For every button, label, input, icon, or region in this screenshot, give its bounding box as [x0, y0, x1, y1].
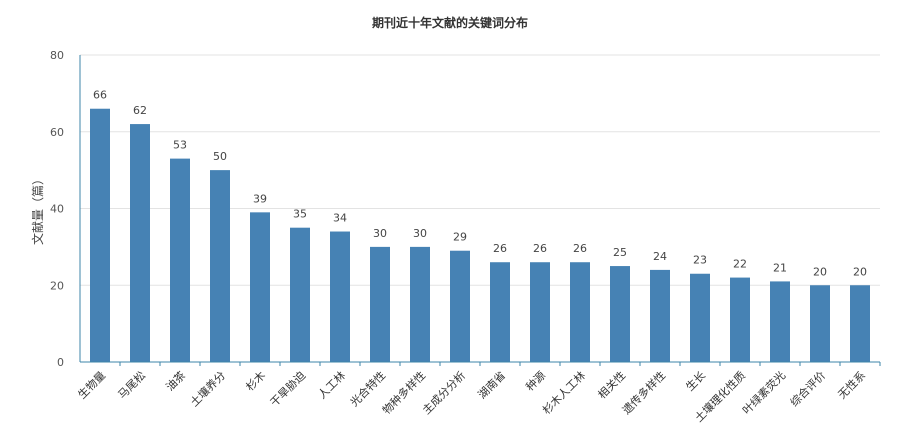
data-label: 39 [253, 192, 267, 205]
gridlines [80, 54, 880, 286]
y-tick-label: 80 [50, 49, 64, 62]
data-label: 21 [773, 261, 787, 274]
data-label: 26 [573, 242, 587, 255]
bar [850, 285, 870, 362]
bar [490, 262, 510, 362]
data-label: 50 [213, 150, 227, 163]
x-tick-label: 遗传多样性 [619, 368, 668, 417]
x-tick-label: 主成分分析 [419, 368, 468, 417]
data-label: 35 [293, 208, 307, 221]
x-tick-label: 种源 [523, 368, 548, 393]
bar [690, 273, 710, 362]
x-tick-label: 无性系 [835, 368, 868, 401]
x-tick-label: 人工林 [315, 368, 348, 401]
x-tick-label: 土壤养分 [187, 368, 228, 409]
x-tick-label: 油茶 [163, 368, 188, 393]
x-tick-label: 杉木人工林 [539, 368, 588, 417]
data-label: 22 [733, 258, 747, 271]
x-tick-label: 马尾松 [115, 368, 148, 401]
y-axis-ticks: 0 20 40 60 80 [50, 49, 64, 369]
data-label: 29 [453, 231, 467, 244]
bar [810, 285, 830, 362]
data-label: 20 [813, 265, 827, 278]
data-label: 25 [613, 246, 627, 259]
data-label: 23 [693, 254, 707, 267]
data-label: 34 [333, 212, 347, 225]
data-label: 20 [853, 265, 867, 278]
axes [79, 55, 881, 366]
y-tick-label: 40 [50, 203, 64, 216]
bar [370, 246, 390, 362]
data-label: 30 [373, 227, 387, 240]
bar [210, 170, 230, 362]
x-tick-label: 湖南省 [476, 369, 509, 402]
y-tick-label: 60 [50, 126, 64, 139]
bar [570, 262, 590, 362]
x-tick-label: 杉木 [243, 368, 268, 393]
y-tick-label: 0 [57, 356, 64, 369]
data-label: 26 [493, 242, 507, 255]
bar [770, 281, 790, 362]
bar [730, 277, 750, 362]
bar [90, 108, 110, 362]
bar [290, 227, 310, 362]
data-label: 62 [133, 104, 147, 117]
data-label: 53 [173, 139, 187, 152]
chart-title: 期刊近十年文献的关键词分布 [372, 15, 528, 30]
data-labels: 66 62 53 50 39 35 34 30 30 29 26 26 26 25 24 23 22 21 20 20 [93, 89, 867, 279]
bar [330, 231, 350, 362]
data-label: 30 [413, 227, 427, 240]
bar [410, 246, 430, 362]
y-axis-label: 文献量（篇） [30, 173, 45, 245]
bars [90, 108, 870, 362]
bar [450, 250, 470, 362]
bar [130, 124, 150, 362]
x-tick-label: 综合评价 [787, 368, 828, 409]
x-tick-label: 光合特性 [347, 368, 388, 409]
bar [170, 158, 190, 362]
data-label: 24 [653, 250, 667, 263]
bar [530, 262, 550, 362]
x-tick-label: 相关性 [595, 368, 628, 401]
bar [610, 266, 630, 362]
x-tick-label: 生物量 [75, 368, 108, 401]
data-label: 26 [533, 242, 547, 255]
y-tick-label: 20 [50, 279, 64, 292]
data-label: 66 [93, 89, 107, 102]
x-tick-label: 干旱胁迫 [267, 368, 308, 409]
bar [650, 269, 670, 362]
x-tick-label: 生长 [683, 368, 708, 393]
bar [250, 212, 270, 362]
x-tick-label: 叶绿素荧光 [739, 368, 788, 417]
